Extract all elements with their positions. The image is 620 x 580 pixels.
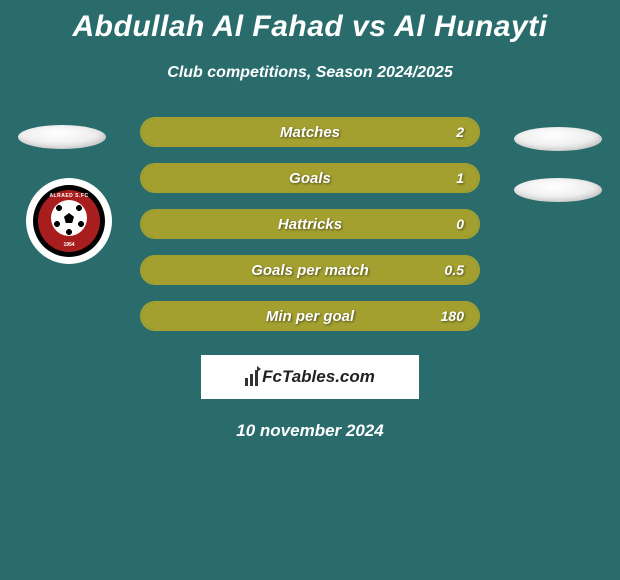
stat-value: 2	[456, 124, 464, 140]
stat-value: 0.5	[445, 262, 464, 278]
stat-bar-min-per-goal: Min per goal 180	[140, 301, 480, 331]
club-badge-red: ALRAED S.FC 1954	[38, 190, 100, 252]
player-photo-placeholder-right-1	[514, 127, 602, 151]
club-badge-ball-icon	[51, 200, 87, 236]
stat-label: Min per goal	[266, 308, 354, 325]
stat-bar-goals-per-match: Goals per match 0.5	[140, 255, 480, 285]
player-photo-placeholder-left	[18, 125, 106, 149]
page-title: Abdullah Al Fahad vs Al Hunayti	[0, 0, 620, 44]
branding-box: FcTables.com	[201, 355, 419, 399]
club-badge-top-text: ALRAED S.FC	[38, 193, 100, 199]
stat-bar-goals: Goals 1	[140, 163, 480, 193]
club-badge: ALRAED S.FC 1954	[26, 178, 112, 264]
club-badge-bottom-text: 1954	[38, 242, 100, 248]
stat-value: 180	[441, 308, 464, 324]
stat-label: Hattricks	[278, 216, 342, 233]
player-photo-placeholder-right-2	[514, 178, 602, 202]
stat-bar-matches: Matches 2	[140, 117, 480, 147]
stat-label: Matches	[280, 124, 340, 141]
date-text: 10 november 2024	[0, 421, 620, 441]
stat-value: 1	[456, 170, 464, 186]
stat-value: 0	[456, 216, 464, 232]
branding-text: FcTables.com	[262, 367, 375, 387]
club-badge-inner: ALRAED S.FC 1954	[33, 185, 105, 257]
stat-bar-hattricks: Hattricks 0	[140, 209, 480, 239]
stat-label: Goals per match	[251, 262, 369, 279]
chart-icon	[245, 368, 258, 386]
stat-label: Goals	[289, 170, 331, 187]
subtitle: Club competitions, Season 2024/2025	[0, 64, 620, 82]
